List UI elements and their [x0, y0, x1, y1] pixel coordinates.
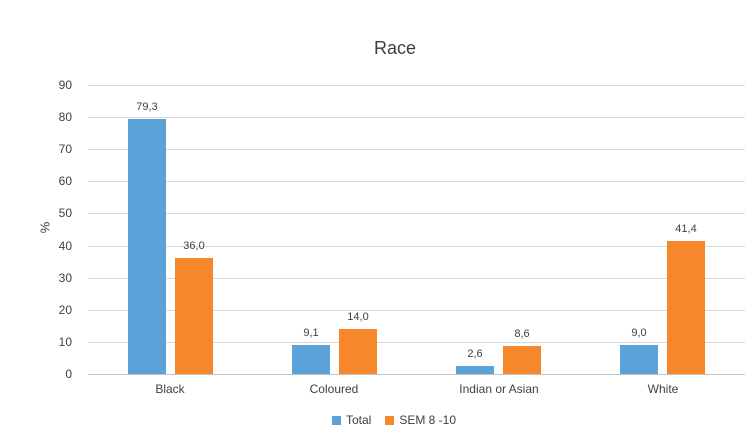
- bar-total-indian-or-asian: [456, 366, 494, 374]
- bar-sem-8-10-white: [667, 241, 705, 374]
- x-axis-line: [88, 374, 745, 375]
- legend-label: SEM 8 -10: [399, 413, 457, 427]
- legend-swatch-icon: [331, 415, 341, 425]
- y-tick-label: 0: [65, 367, 72, 381]
- data-label: 9,0: [631, 327, 647, 339]
- legend: Total SEM 8 -10: [44, 413, 744, 427]
- bar-sem-8-10-coloured: [339, 329, 377, 374]
- gridline: [88, 117, 745, 118]
- gridline: [88, 342, 745, 343]
- bar-total-coloured: [292, 345, 330, 374]
- gridline: [88, 213, 745, 214]
- category-label: Indian or Asian: [459, 382, 539, 396]
- legend-item-total: Total: [331, 413, 372, 427]
- data-label: 9,1: [303, 327, 319, 339]
- bar-total-white: [620, 345, 658, 374]
- data-label: 36,0: [183, 240, 205, 252]
- y-tick-label: 70: [58, 142, 72, 156]
- y-tick-label: 90: [58, 78, 72, 92]
- y-tick-label: 30: [58, 271, 72, 285]
- y-tick-label: 20: [58, 303, 72, 317]
- legend-swatch-icon: [385, 415, 395, 425]
- data-label: 2,6: [467, 348, 483, 360]
- legend-label: Total: [345, 413, 372, 427]
- legend-item-sem-8-10: SEM 8 -10: [385, 413, 456, 427]
- data-label: 8,6: [514, 328, 530, 340]
- gridline: [88, 278, 745, 279]
- y-tick-label: 40: [58, 239, 72, 253]
- bar-sem-8-10-indian-or-asian: [503, 346, 541, 374]
- chart-title: Race: [373, 38, 417, 58]
- gridline: [88, 149, 745, 150]
- gridline: [88, 246, 745, 247]
- category-label: White: [647, 382, 679, 396]
- data-label: 79,3: [136, 101, 158, 113]
- bar-sem-8-10-black: [175, 258, 213, 374]
- y-tick-label: 80: [58, 110, 72, 124]
- gridline: [88, 181, 745, 182]
- data-label: 14,0: [347, 311, 369, 323]
- y-tick-label: 50: [58, 206, 72, 220]
- category-label: Black: [155, 382, 185, 396]
- y-tick-label: 10: [58, 335, 72, 349]
- bar-total-black: [128, 119, 166, 374]
- data-label: 41,4: [675, 223, 697, 235]
- y-tick-label: 60: [58, 174, 72, 188]
- gridline: [88, 85, 745, 86]
- gridline: [88, 310, 745, 311]
- category-label: Coloured: [309, 382, 359, 396]
